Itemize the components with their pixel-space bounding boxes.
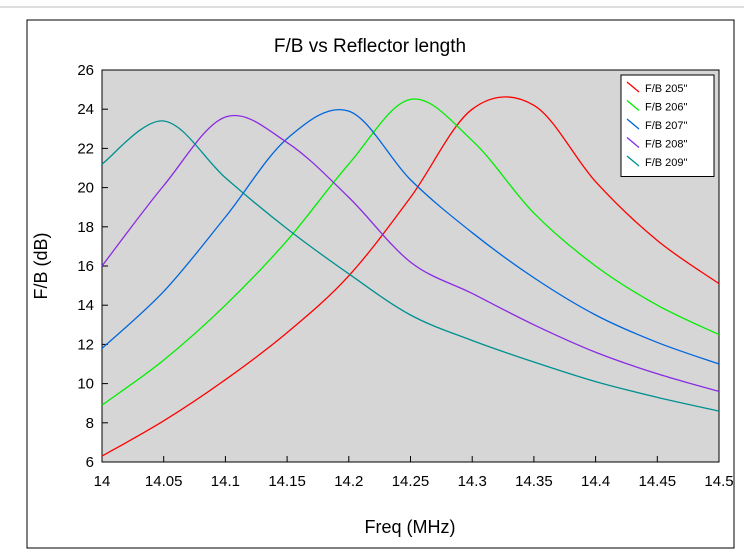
- legend-swatch: [626, 118, 640, 130]
- x-axis-label: Freq (MHz): [365, 517, 456, 537]
- y-tick-label: 10: [77, 376, 94, 393]
- legend-box: [620, 74, 715, 177]
- series-line-3: [101, 109, 720, 365]
- y-tick-label: 22: [77, 140, 94, 157]
- y-axis: 6 8 10 12 14 16 18 20 22 24 26: [77, 62, 108, 471]
- x-axis: 14 14.05 14.1 14.15 14.2 14.25 14.3 14.35 14.4 14…: [94, 456, 734, 490]
- x-tick-label: 14.05: [145, 473, 183, 490]
- x-tick-label: 14.1: [211, 473, 240, 490]
- x-tick-label: 14: [94, 473, 111, 490]
- y-tick-label: 24: [77, 101, 94, 118]
- legend-label: F/B 206": [645, 102, 688, 114]
- legend: F/B 205" F/B 206" F/B 207" F/B 208" F/B 209": [620, 74, 715, 177]
- legend-swatch: [626, 155, 640, 167]
- y-tick-label: 12: [77, 336, 94, 353]
- x-tick-label: 14.4: [581, 473, 610, 490]
- y-tick-label: 14: [77, 297, 94, 314]
- series-line-2: [101, 98, 720, 406]
- legend-label: F/B 205": [645, 83, 688, 95]
- legend-swatch: [626, 81, 640, 93]
- x-tick-label: 14.45: [639, 473, 677, 490]
- legend-swatch: [626, 100, 640, 111]
- x-tick-label: 14.3: [458, 473, 487, 490]
- chart-title: F/B vs Reflector length: [274, 36, 466, 57]
- series-line-1: [101, 96, 720, 457]
- plot-area: [101, 69, 720, 463]
- legend-label: F/B 208": [645, 139, 688, 151]
- x-tick-label: 14.2: [334, 473, 363, 490]
- x-tick-label: 14.35: [515, 473, 553, 490]
- legend-label: F/B 207": [645, 120, 688, 132]
- y-axis-label: F/B (dB): [31, 232, 51, 299]
- x-tick-label: 14.5: [704, 473, 733, 490]
- y-tick-label: 18: [77, 219, 94, 236]
- x-tick-label: 14.15: [268, 473, 306, 490]
- x-tick-label: 14.25: [392, 473, 430, 490]
- y-tick-label: 6: [86, 454, 94, 471]
- legend-swatch: [626, 137, 640, 148]
- y-tick-label: 20: [77, 180, 94, 197]
- y-tick-label: 8: [86, 415, 94, 432]
- legend-label: F/B 209": [645, 157, 688, 169]
- series-lines: [101, 96, 720, 457]
- y-tick-label: 16: [77, 258, 94, 275]
- series-line-5: [101, 120, 720, 412]
- series-line-4: [101, 114, 720, 393]
- y-tick-label: 26: [77, 62, 94, 79]
